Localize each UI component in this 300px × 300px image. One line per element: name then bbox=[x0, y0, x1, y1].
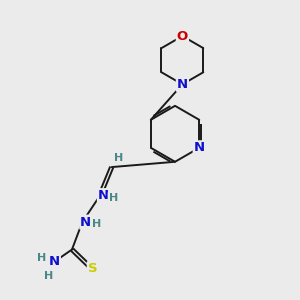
Text: N: N bbox=[177, 78, 188, 91]
Text: H: H bbox=[114, 153, 123, 163]
Text: H: H bbox=[92, 219, 101, 229]
Text: O: O bbox=[177, 29, 188, 43]
Text: N: N bbox=[80, 216, 92, 229]
Text: H: H bbox=[109, 193, 118, 203]
Text: N: N bbox=[49, 255, 60, 268]
Text: S: S bbox=[88, 262, 98, 275]
Text: H: H bbox=[44, 271, 53, 281]
Text: N: N bbox=[194, 141, 205, 154]
Text: H: H bbox=[37, 254, 46, 263]
Text: N: N bbox=[98, 189, 109, 202]
